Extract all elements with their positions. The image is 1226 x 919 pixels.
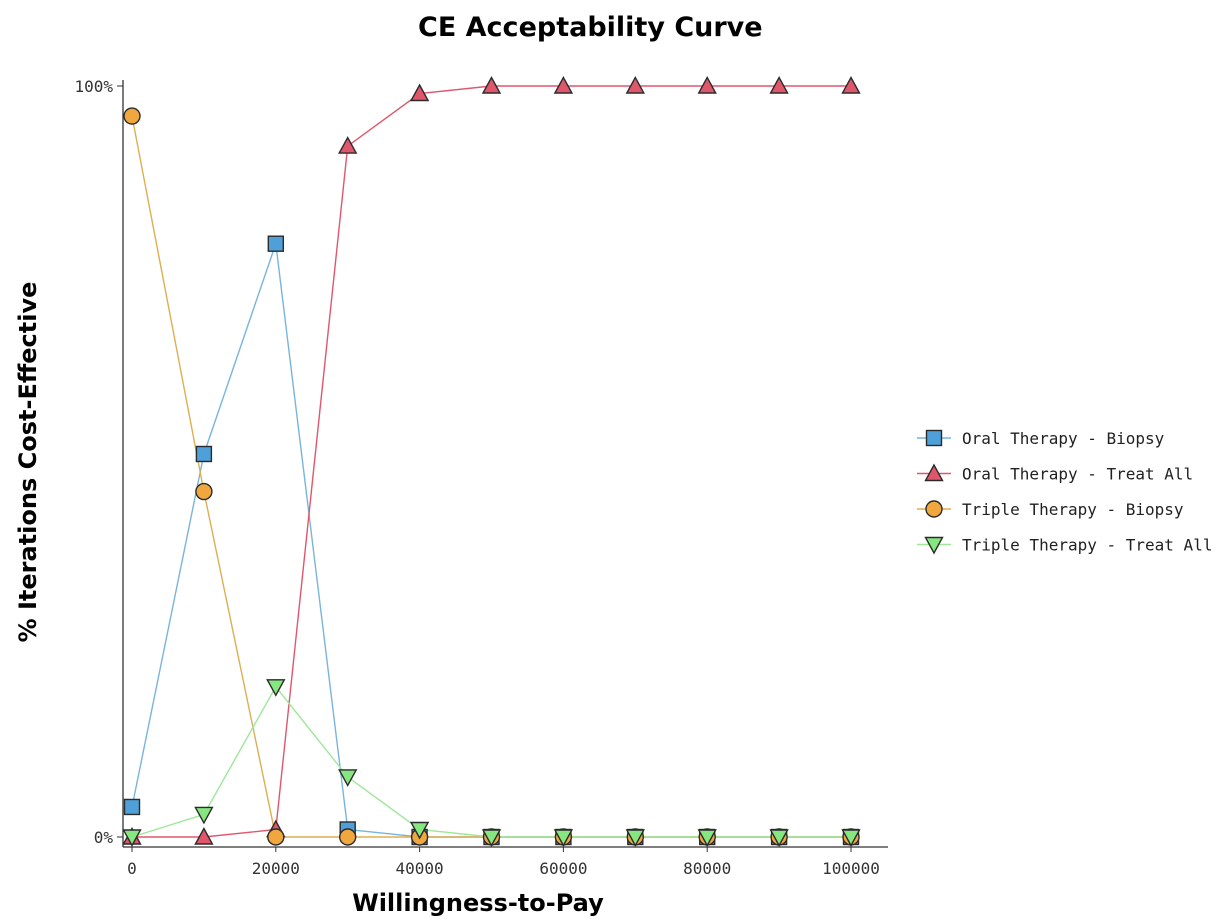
- y-tick-labels: 0% 100%: [74, 77, 113, 847]
- data-point-triple-therapy-biopsy: [267, 828, 285, 846]
- x-tick-label: 80000: [683, 859, 731, 878]
- x-tick-label: 60000: [539, 859, 587, 878]
- data-point-oral-therapy-treat-all: [338, 136, 358, 154]
- series-points-triple-therapy-treat-all: [122, 679, 861, 847]
- series-markers: [122, 76, 861, 847]
- legend-item-oral-therapy-biopsy: Oral Therapy - Biopsy: [917, 429, 1165, 448]
- legend-label: Triple Therapy - Biopsy: [962, 500, 1184, 519]
- data-point-triple-therapy-treat-all: [122, 829, 142, 847]
- data-point-oral-therapy-treat-all: [625, 76, 645, 94]
- series-line-oral-therapy-treat-all: [132, 85, 851, 838]
- chart-title-text: CE Acceptability Curve: [418, 12, 763, 43]
- legend-marker: [924, 536, 944, 555]
- data-point-triple-therapy-treat-all: [481, 829, 502, 847]
- series-points-oral-therapy-biopsy: [123, 235, 860, 846]
- legend-item-oral-therapy-treat-all: Oral Therapy - Treat All: [917, 463, 1193, 484]
- data-point-triple-therapy-treat-all: [266, 679, 286, 697]
- data-point-oral-therapy-treat-all: [481, 76, 502, 94]
- x-axis-title: Willingness-to-Pay: [352, 889, 604, 917]
- y-axis-title: % Iterations Cost-Effective: [14, 282, 42, 643]
- legend-label: Triple Therapy - Treat All: [962, 536, 1212, 555]
- x-tick-labels: 0 20000 40000 60000 80000 100000: [127, 859, 880, 878]
- x-tick-label: 0: [127, 859, 137, 878]
- legend: Oral Therapy - Biopsy Oral Therapy - Trea…: [917, 429, 1212, 555]
- data-point-oral-therapy-treat-all: [697, 76, 717, 94]
- y-tick-label: 0%: [94, 828, 114, 847]
- data-point-oral-therapy-treat-all: [194, 827, 214, 845]
- x-tick-label: 100000: [822, 859, 880, 878]
- data-point-oral-therapy-biopsy: [267, 235, 284, 252]
- series-points-oral-therapy-treat-all: [122, 76, 861, 845]
- data-point-oral-therapy-treat-all: [409, 83, 430, 102]
- legend-marker: [924, 463, 944, 482]
- series-points-triple-therapy-biopsy: [123, 107, 860, 846]
- legend-label: Oral Therapy - Biopsy: [962, 429, 1165, 448]
- data-point-oral-therapy-treat-all: [769, 76, 789, 94]
- x-tick-label: 20000: [252, 859, 300, 878]
- data-point-triple-therapy-biopsy: [339, 828, 357, 846]
- data-point-oral-therapy-treat-all: [841, 76, 861, 94]
- data-point-triple-therapy-treat-all: [769, 829, 789, 847]
- legend-marker: [925, 429, 943, 447]
- data-point-triple-therapy-treat-all: [697, 829, 717, 847]
- data-point-triple-therapy-treat-all: [553, 829, 574, 847]
- data-point-triple-therapy-treat-all: [338, 769, 358, 787]
- legend-item-triple-therapy-treat-all: Triple Therapy - Treat All: [917, 536, 1212, 555]
- data-point-triple-therapy-treat-all: [625, 829, 645, 847]
- data-point-oral-therapy-treat-all: [553, 76, 574, 94]
- series-lines: [131, 85, 851, 838]
- legend-item-triple-therapy-biopsy: Triple Therapy - Biopsy: [917, 500, 1184, 519]
- axes: [117, 80, 888, 852]
- data-point-triple-therapy-biopsy: [195, 482, 213, 501]
- series-line-triple-therapy-biopsy: [131, 115, 851, 838]
- legend-marker: [925, 500, 943, 518]
- data-point-oral-therapy-biopsy: [195, 445, 213, 463]
- data-point-oral-therapy-biopsy: [123, 798, 141, 816]
- data-point-triple-therapy-biopsy: [123, 107, 141, 125]
- data-point-triple-therapy-treat-all: [194, 806, 214, 825]
- y-tick-label: 100%: [74, 77, 113, 96]
- series-line-triple-therapy-treat-all: [131, 685, 851, 838]
- x-tick-label: 40000: [396, 859, 444, 878]
- data-point-triple-therapy-treat-all: [409, 821, 430, 840]
- data-point-triple-therapy-treat-all: [841, 829, 861, 847]
- series-line-oral-therapy-biopsy: [131, 243, 851, 838]
- legend-label: Oral Therapy - Treat All: [962, 465, 1193, 484]
